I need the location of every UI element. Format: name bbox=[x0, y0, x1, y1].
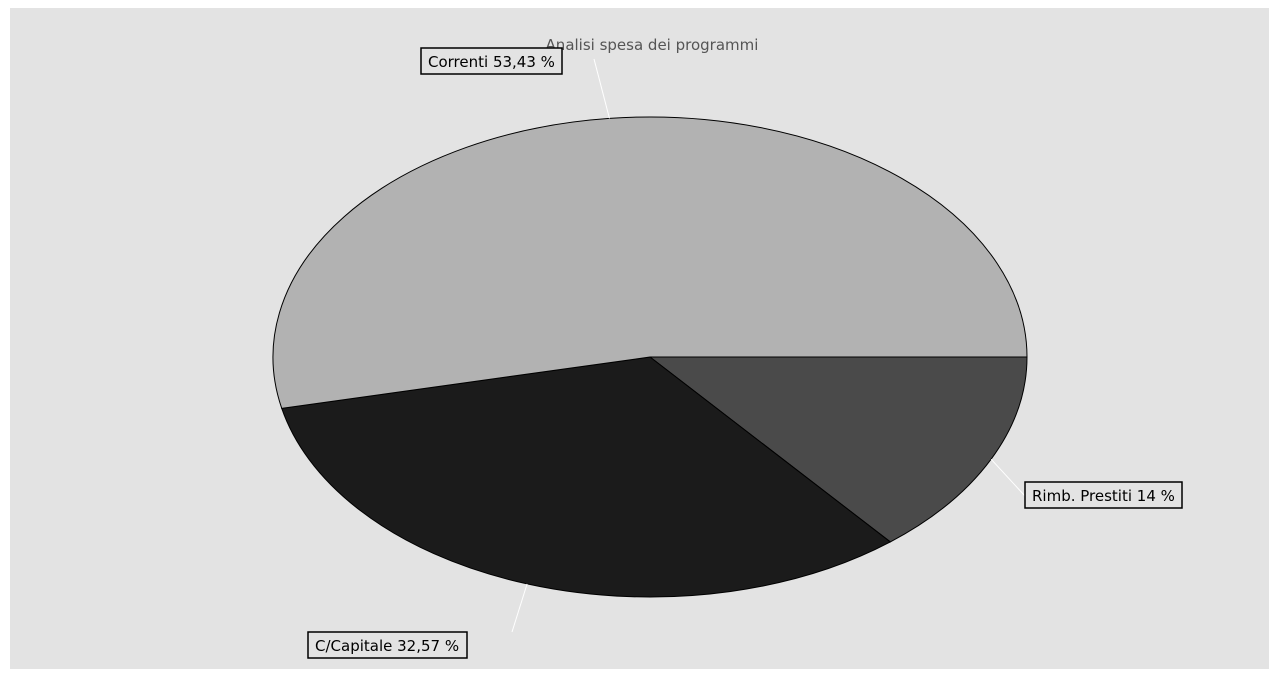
slice-label: Rimb. Prestiti 14 % bbox=[1024, 481, 1183, 509]
slice-label: C/Capitale 32,57 % bbox=[307, 631, 468, 659]
label-leader-lines bbox=[511, 58, 1026, 633]
slice-label-box bbox=[420, 47, 563, 75]
slice-label-text: Correnti 53,43 % bbox=[428, 53, 555, 71]
pie-slices bbox=[272, 116, 1028, 598]
slice-label: Correnti 53,43 % bbox=[420, 47, 563, 75]
slice-label-box bbox=[1024, 481, 1183, 509]
pie-slice bbox=[648, 356, 1028, 543]
chart-title: Analisi spesa dei programmi bbox=[546, 36, 759, 54]
slice-label-box bbox=[307, 631, 468, 659]
chart-area: Analisi spesa dei programmi Rimb. Presti… bbox=[10, 8, 1269, 669]
leader-line bbox=[990, 458, 1026, 497]
pie-chart: Analisi spesa dei programmi Rimb. Presti… bbox=[272, 36, 1183, 659]
slice-label-text: C/Capitale 32,57 % bbox=[315, 637, 459, 655]
leader-line bbox=[593, 58, 610, 119]
slice-labels: Rimb. Prestiti 14 % C/Capitale 32,57 % Cor… bbox=[307, 47, 1183, 659]
slice-label-text: Rimb. Prestiti 14 % bbox=[1032, 487, 1175, 505]
leader-line bbox=[511, 583, 528, 633]
pie-slice bbox=[272, 116, 1028, 409]
